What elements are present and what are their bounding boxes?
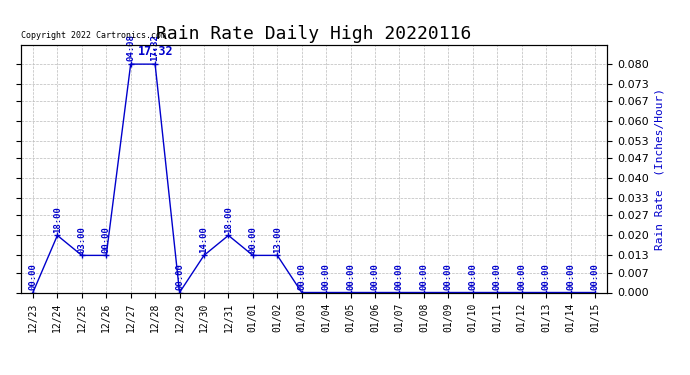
Text: 00:00: 00:00 xyxy=(444,263,453,290)
Text: 00:00: 00:00 xyxy=(175,263,184,290)
Text: 13:00: 13:00 xyxy=(273,226,282,252)
Title: Rain Rate Daily High 20220116: Rain Rate Daily High 20220116 xyxy=(156,26,472,44)
Text: 00:00: 00:00 xyxy=(469,263,477,290)
Text: 00:00: 00:00 xyxy=(566,263,575,290)
Text: 00:00: 00:00 xyxy=(248,226,257,252)
Text: 00:00: 00:00 xyxy=(542,263,551,290)
Text: 00:00: 00:00 xyxy=(591,263,600,290)
Text: 00:00: 00:00 xyxy=(395,263,404,290)
Text: 04:08: 04:08 xyxy=(126,34,135,61)
Text: 18:00: 18:00 xyxy=(224,206,233,232)
Text: 00:00: 00:00 xyxy=(493,263,502,290)
Text: 00:00: 00:00 xyxy=(518,263,526,290)
Y-axis label: Rain Rate  (Inches/Hour): Rain Rate (Inches/Hour) xyxy=(654,88,664,250)
Text: 18:00: 18:00 xyxy=(53,206,62,232)
Text: 00:00: 00:00 xyxy=(101,226,110,252)
Text: 00:00: 00:00 xyxy=(346,263,355,290)
Text: Copyright 2022 Cartronics.com: Copyright 2022 Cartronics.com xyxy=(21,31,166,40)
Text: 00:00: 00:00 xyxy=(322,263,331,290)
Text: 14:00: 14:00 xyxy=(199,226,208,252)
Text: 00:00: 00:00 xyxy=(371,263,380,290)
Text: 00:00: 00:00 xyxy=(28,263,37,290)
Text: 17:32: 17:32 xyxy=(150,34,159,61)
Text: 00:00: 00:00 xyxy=(297,263,306,290)
Text: 00:00: 00:00 xyxy=(420,263,428,290)
Text: 03:00: 03:00 xyxy=(77,226,86,252)
Text: 17:32: 17:32 xyxy=(138,45,174,58)
